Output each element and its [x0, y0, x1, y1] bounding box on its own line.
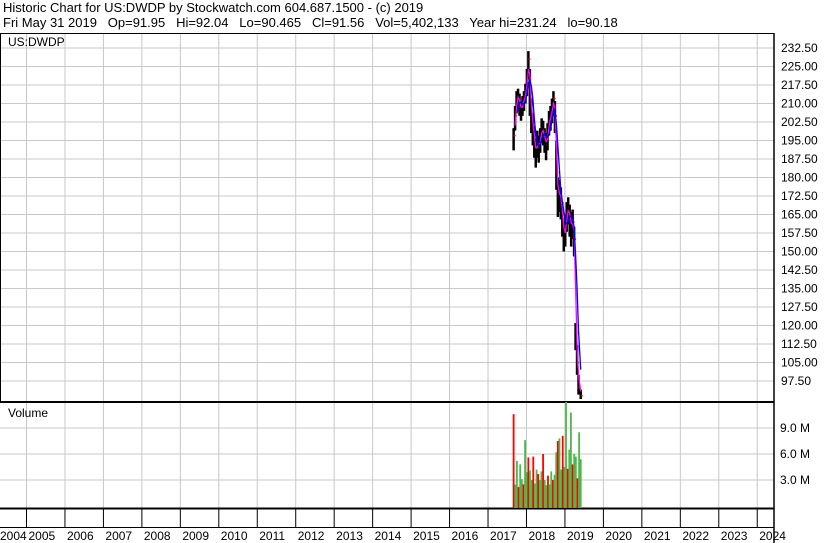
price-tick-label: 135.00	[781, 282, 818, 296]
volume-bar	[579, 459, 582, 508]
price-tick-label: 142.50	[781, 263, 818, 277]
volume-bar	[570, 412, 572, 508]
quote-summary: Fri May 31 2019 Op=91.95 Hi=92.04 Lo=90.…	[3, 15, 618, 30]
volume-pane-title: Volume	[8, 406, 48, 420]
volume-bar	[573, 454, 576, 508]
price-tick-label: 112.50	[781, 337, 817, 351]
volume-bar	[527, 457, 530, 508]
volume-bar	[568, 449, 571, 508]
price-tick-label: 165.00	[781, 208, 818, 222]
year-label: 2020	[605, 529, 632, 543]
volume-bar	[553, 474, 556, 508]
price-tick-label: 180.00	[781, 171, 818, 185]
volume-bar	[552, 480, 554, 508]
year-label: 2013	[336, 529, 363, 543]
volume-bar	[561, 435, 564, 508]
price-tick-label: 127.50	[781, 300, 818, 314]
volume-bar	[543, 480, 546, 508]
chart-header: Historic Chart for US:DWDP by Stockwatch…	[0, 0, 830, 32]
volume-bar	[558, 438, 561, 508]
year-label: 2017	[490, 529, 517, 543]
year-label: 2008	[144, 529, 171, 543]
price-tick-label: 217.50	[781, 78, 818, 92]
price-tick-label: 210.00	[781, 97, 818, 111]
year-label: 2006	[67, 529, 94, 543]
year-label: 2015	[413, 529, 440, 543]
volume-bar	[515, 460, 518, 508]
volume-tick-label: 9.0 M	[780, 421, 810, 435]
price-tick-label: 202.50	[781, 115, 818, 129]
volume-bar	[563, 467, 566, 508]
year-label: 2019	[567, 529, 594, 543]
volume-bar	[522, 484, 525, 508]
volume-bar	[574, 456, 577, 508]
year-label: 2010	[221, 529, 248, 543]
volume-bar	[517, 486, 520, 508]
price-tick-label: 97.50	[781, 374, 811, 388]
price-tick-label: 105.00	[781, 356, 818, 370]
volume-bar	[550, 471, 553, 508]
price-tick-label: 157.50	[781, 226, 818, 240]
volume-bar	[537, 473, 540, 508]
volume-bar	[520, 479, 523, 508]
volume-bar	[530, 480, 533, 508]
price-pane-title: US:DWDP	[8, 35, 65, 49]
volume-bar	[571, 464, 574, 508]
price-tick-label: 150.00	[781, 245, 818, 259]
year-label: 2014	[375, 529, 402, 543]
chart-title: Historic Chart for US:DWDP by Stockwatch…	[3, 0, 424, 15]
price-tick-label: 120.00	[781, 319, 818, 333]
short-moving-average-line	[514, 68, 582, 392]
volume-bar	[548, 484, 551, 508]
volume-bar	[524, 440, 526, 508]
volume-bar	[535, 469, 538, 508]
price-tick-label: 187.50	[781, 152, 818, 166]
volume-tick-label: 3.0 M	[780, 473, 810, 487]
volume-bar	[538, 480, 541, 508]
price-tick-label: 195.00	[781, 134, 818, 148]
volume-bar	[514, 484, 517, 508]
volume-tick-label: 6.0 M	[780, 447, 810, 461]
year-label: 2004	[0, 529, 27, 543]
year-label: 2018	[528, 529, 555, 543]
volume-bar	[542, 454, 544, 508]
year-label: 2005	[29, 529, 56, 543]
volume-bar	[532, 456, 535, 508]
volume-bar	[555, 452, 558, 508]
volume-bar	[525, 472, 528, 508]
volume-bar	[519, 464, 522, 508]
long-moving-average-line	[517, 79, 582, 370]
year-label: 2024	[759, 529, 786, 543]
volume-bar	[547, 475, 549, 508]
volume-bar	[578, 432, 581, 508]
volume-bar	[545, 485, 548, 508]
volume-bar	[529, 470, 531, 508]
year-label: 2009	[182, 529, 209, 543]
price-tick-label: 225.00	[781, 60, 818, 74]
year-label: 2011	[259, 529, 285, 543]
year-label: 2023	[721, 529, 748, 543]
volume-bar	[540, 471, 543, 508]
year-label: 2012	[298, 529, 325, 543]
volume-bar	[566, 468, 569, 508]
volume-bar	[534, 483, 536, 508]
year-label: 2022	[682, 529, 709, 543]
volume-bar	[512, 414, 515, 508]
volume-bar	[576, 478, 579, 508]
price-tick-label: 232.50	[781, 41, 818, 55]
volume-bar	[556, 441, 559, 508]
year-label: 2007	[105, 529, 132, 543]
volume-bar	[560, 469, 563, 508]
year-label: 2021	[644, 529, 671, 543]
price-tick-label: 172.50	[781, 189, 818, 203]
volume-bar	[565, 402, 567, 508]
year-label: 2016	[452, 529, 479, 543]
